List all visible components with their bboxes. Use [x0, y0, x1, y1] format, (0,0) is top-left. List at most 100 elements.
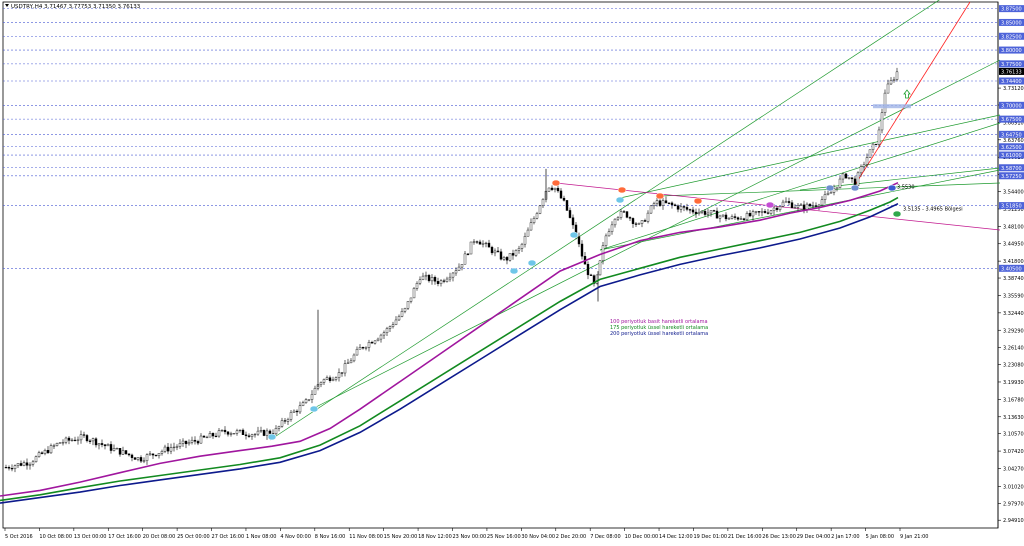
legend-entry: 200 periyotluk üssel hareketli ortalama: [610, 331, 708, 337]
candle-body: [568, 210, 572, 218]
candle-body: [502, 257, 506, 260]
candle-body: [112, 448, 116, 451]
candle-body: [616, 217, 620, 220]
x-tick-label: 27 Oct 16:00: [212, 534, 245, 540]
chart-marker: [267, 433, 277, 441]
y-tick-label: 3.35590: [1003, 293, 1024, 299]
candle-body: [238, 429, 242, 432]
chart-title: USDTRY,H4 3.71467 3.77753 3.71350 3.7613…: [11, 4, 141, 10]
price-tag-label: 3.74400: [1001, 79, 1022, 85]
x-tick-label: 1 Nov 08:00: [246, 534, 277, 540]
candle-body: [253, 433, 257, 436]
y-tick-label: 2.97970: [1003, 501, 1024, 507]
candle-body: [358, 347, 362, 350]
candle-body: [481, 243, 485, 245]
candle-body: [760, 211, 764, 213]
trend-line: [309, 59, 1001, 411]
price-tag: [999, 115, 1024, 123]
candle-body: [517, 248, 521, 251]
candle-body: [871, 143, 875, 150]
candle-body: [406, 301, 410, 309]
candle-body: [454, 270, 458, 274]
candle-body: [769, 210, 773, 214]
candle-body: [106, 444, 110, 447]
price-tag-label: 3.77500: [1001, 62, 1022, 68]
candle-body: [196, 441, 200, 444]
candle-body: [508, 253, 512, 261]
candle-body: [229, 433, 233, 435]
candle-body: [652, 203, 656, 207]
candle-body: [868, 149, 872, 158]
chart-marker: [887, 184, 897, 192]
candle-body: [244, 434, 248, 436]
trend-line: [619, 114, 1001, 199]
candle-body: [445, 278, 449, 282]
price-tag: [999, 202, 1024, 210]
candle-body: [841, 173, 845, 180]
candle-body: [349, 360, 353, 364]
candle-body: [877, 129, 881, 145]
candle-body: [811, 205, 815, 207]
price-tag: [999, 130, 1024, 138]
candle-body: [7, 467, 11, 469]
candle-body: [463, 253, 467, 265]
candle-body: [763, 211, 767, 213]
candle-body: [274, 428, 278, 435]
candle-body: [787, 201, 791, 203]
candle-body: [277, 426, 281, 429]
price-tag-label: 3.51850: [1001, 204, 1022, 210]
candle-body: [19, 463, 23, 466]
candle-body: [622, 211, 626, 213]
candle-body: [64, 437, 68, 443]
x-tick-label: 29 Dec 04:00: [797, 534, 831, 540]
candle-body: [529, 222, 533, 231]
candle-body: [391, 324, 395, 327]
x-tick-label: 5 Oct 2016: [5, 534, 33, 540]
candle-body: [355, 348, 359, 356]
candle-body: [790, 202, 794, 208]
candle-body: [325, 377, 329, 380]
candle-body: [136, 457, 140, 460]
candle-body: [466, 253, 470, 255]
candle-body: [784, 201, 788, 203]
candle-body: [718, 215, 722, 219]
candle-body: [127, 453, 131, 456]
candle-body: [370, 342, 374, 344]
candle-body: [340, 372, 344, 374]
x-tick-label: 9 Jan 21:00: [900, 534, 928, 540]
candle-body: [514, 249, 518, 256]
candle-body: [52, 445, 56, 447]
candle-body: [133, 457, 137, 460]
candle-body: [697, 211, 701, 214]
candle-body: [829, 192, 833, 194]
candle-body: [331, 379, 335, 381]
candle-body: [793, 207, 797, 209]
candle-body: [205, 436, 209, 439]
candle-body: [55, 443, 59, 446]
candle-body: [562, 197, 566, 201]
candle-body: [364, 347, 368, 349]
candle-body: [772, 207, 776, 211]
candle-body: [289, 412, 293, 420]
candle-body: [826, 192, 830, 195]
x-tick-label: 14 Dec 12:00: [659, 534, 693, 540]
price-tag: [999, 60, 1024, 68]
y-tick-label: 3.51250: [1003, 207, 1024, 213]
candle-body: [859, 166, 863, 174]
candle-body: [247, 435, 251, 437]
candle-body: [202, 435, 206, 438]
candle-body: [625, 211, 629, 218]
candle-body: [796, 205, 800, 208]
candle-body: [526, 229, 530, 237]
candle-body: [505, 257, 509, 261]
y-tick-label: 3.01020: [1003, 484, 1024, 490]
chart-marker: [617, 186, 627, 194]
candle-body: [85, 435, 89, 442]
candle-body: [541, 199, 545, 207]
candle-body: [292, 410, 296, 413]
y-tick-label: 3.41800: [1003, 259, 1024, 265]
candle-body: [337, 372, 341, 378]
candle-body: [580, 243, 584, 257]
candle-body: [223, 429, 227, 433]
